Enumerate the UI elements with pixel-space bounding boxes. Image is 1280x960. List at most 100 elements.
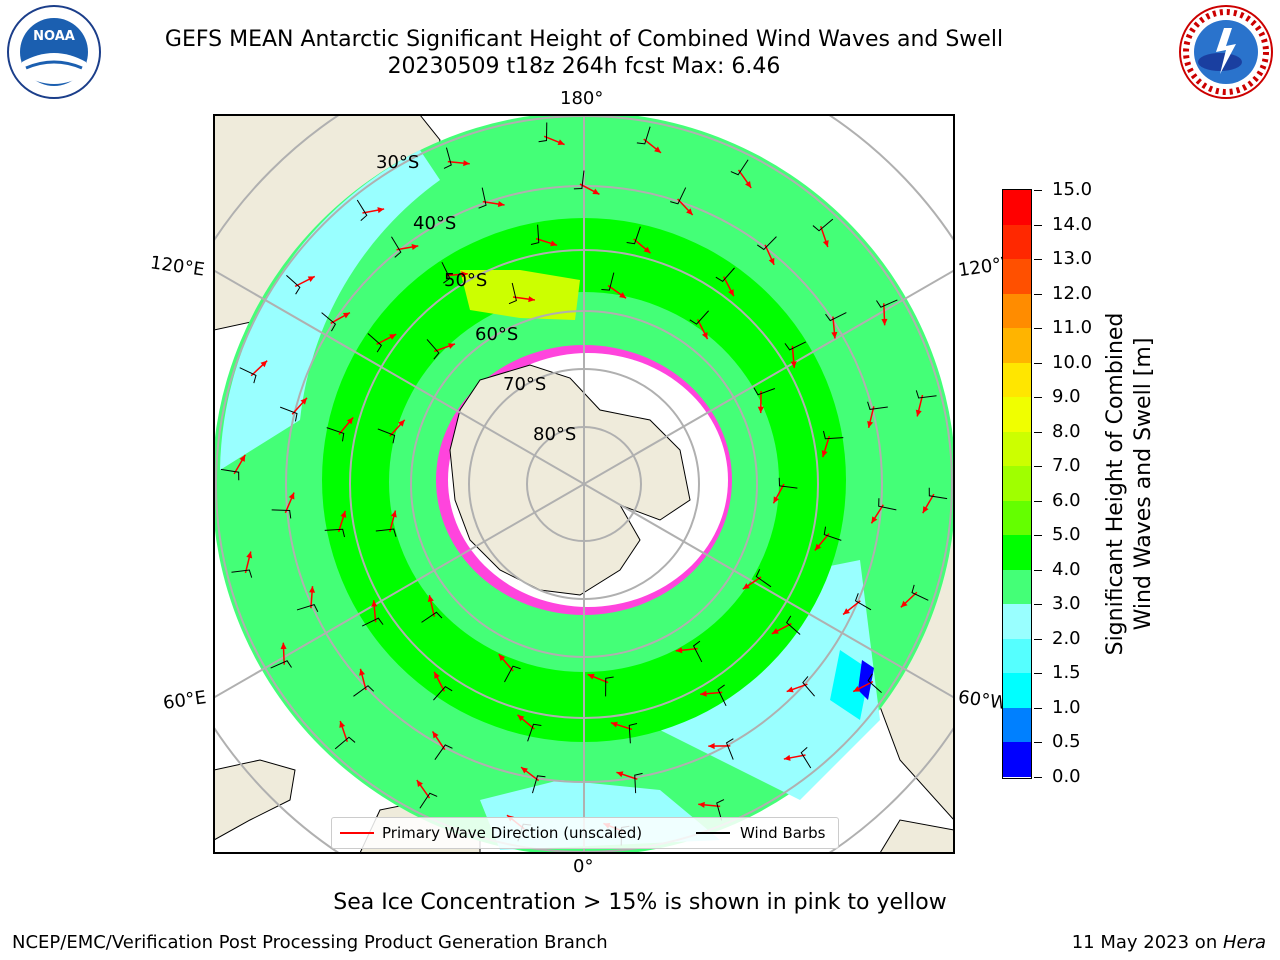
wind-barb (636, 126, 651, 145)
wave-arrow-head (616, 771, 624, 778)
wave-arrow-head (728, 289, 734, 297)
wind-barb (443, 147, 452, 169)
wave-arrow-head (587, 673, 595, 680)
wave-arrow-head (390, 510, 397, 518)
colorbar-tick-label: 6.0 (1052, 489, 1081, 511)
wind-barb (538, 122, 548, 143)
wind-barb (670, 187, 687, 205)
colorbar-tick-label: 7.0 (1052, 455, 1081, 477)
wind-barb (356, 199, 368, 222)
wave-arrow-head (831, 331, 838, 339)
wave-arrow-head (698, 801, 705, 808)
wave-arrow-head (398, 419, 405, 427)
wind-barb (730, 159, 749, 176)
lon-label-180: 180° (560, 88, 604, 109)
footer-host: Hera (1222, 932, 1266, 953)
wind-barb (286, 275, 301, 295)
wave-arrow-head (675, 647, 683, 654)
map-content (214, 115, 954, 853)
wind-barb (878, 498, 897, 511)
high-wave-patch (460, 270, 580, 320)
colorbar-tick-label: 13.0 (1052, 248, 1093, 270)
colorbar-segment (1003, 569, 1031, 605)
wave-arrow-head (619, 292, 627, 299)
colorbar-tick-label: 14.0 (1052, 213, 1093, 235)
wind-barb (279, 406, 298, 422)
wave-arrow-head (411, 244, 419, 251)
wave-arrow-head (686, 208, 693, 216)
colorbar-tick-label: 4.0 (1052, 558, 1081, 580)
colorbar-segment (1003, 673, 1031, 709)
south-america-tip-land (879, 819, 954, 853)
wave-arrow-head (389, 334, 397, 340)
wave-arrow-head (853, 686, 861, 692)
wind-barb (527, 723, 542, 742)
wave-arrow-head (771, 628, 779, 634)
wave-arrow-head (340, 510, 347, 518)
colorbar-title-line1: Significant Height of Combined (1103, 312, 1128, 656)
colorbar-tick-label: 15.0 (1052, 179, 1093, 200)
wind-barb (778, 477, 798, 489)
colorbar-tick-mark (1034, 293, 1042, 295)
wave-arrow-head (814, 543, 822, 551)
wind-barb (755, 569, 772, 588)
colorbar-tick-label: 8.0 (1052, 420, 1081, 442)
wind-barb (531, 775, 546, 794)
wind-barb (716, 799, 725, 821)
wave-arrow-head (521, 767, 528, 774)
wave-arrow-head (922, 506, 929, 514)
wave-arrow-head (700, 690, 707, 697)
colorbar-segment (1003, 500, 1031, 536)
wave-arrow-head (867, 421, 874, 428)
wave-arrow-head (432, 731, 439, 739)
wind-barb (367, 333, 383, 353)
wind-barb (375, 528, 397, 537)
wind-barb (321, 312, 337, 332)
very-low-wave-patch (830, 650, 870, 720)
wave-arrow-head (246, 551, 253, 559)
wind-barb (867, 401, 888, 410)
wave-arrow-head (448, 343, 455, 349)
map-frame (213, 114, 955, 854)
wind-barb (715, 267, 735, 283)
wave-arrow-head (550, 240, 558, 247)
sea-ice-caption: Sea Ice Concentration > 15% is shown in … (333, 890, 947, 915)
wave-arrow-head (654, 146, 661, 153)
colorbar-segment (1003, 328, 1031, 364)
wave-arrow-head (260, 360, 268, 368)
colorbar-title: Significant Height of Combined Wind Wave… (1102, 313, 1158, 656)
wind-barb (689, 310, 709, 325)
colorbar-tick-mark (1034, 362, 1042, 364)
colorbar-tick-mark (1034, 190, 1042, 191)
colorbar-segment (1003, 293, 1031, 329)
colorbar-tick-mark (1034, 535, 1042, 537)
wave-arrow-head (773, 496, 780, 504)
colorbar-tick-label: 0.0 (1052, 766, 1081, 787)
wave-arrow-head (708, 743, 715, 750)
wave-arrow-head (643, 246, 651, 254)
wind-barb (573, 170, 585, 190)
wind-barb (725, 738, 734, 760)
wind-barb (231, 569, 253, 578)
colorbar-segment (1003, 190, 1031, 226)
wave-direction-legend-label: Primary Wave Direction (unscaled) (382, 824, 643, 842)
wave-arrow-head (416, 780, 423, 787)
colorbar-tick-label: 5.0 (1052, 524, 1081, 546)
wave-arrow-head (790, 361, 797, 368)
wave-arrow-head (881, 318, 888, 326)
africa-land (214, 759, 296, 841)
wind-barb (822, 430, 844, 440)
wind-barb (784, 341, 807, 351)
colorbar-tick-mark (1034, 707, 1042, 709)
wave-arrow-head (783, 754, 791, 761)
wind-barb (717, 684, 727, 707)
lat-label-80s: 80°S (533, 424, 577, 445)
wave-arrow-head (900, 600, 908, 608)
colorbar-tick-mark (1034, 466, 1042, 468)
chart-subtitle: 20230509 t18z 264h fcst Max: 6.46 (387, 54, 781, 79)
wave-arrow-head (498, 654, 506, 662)
wave-direction-legend-line (340, 832, 374, 834)
wind-barb (433, 685, 453, 701)
wave-arrow-head (434, 671, 440, 679)
chart-title: GEFS MEAN Antarctic Significant Height o… (164, 27, 1004, 52)
